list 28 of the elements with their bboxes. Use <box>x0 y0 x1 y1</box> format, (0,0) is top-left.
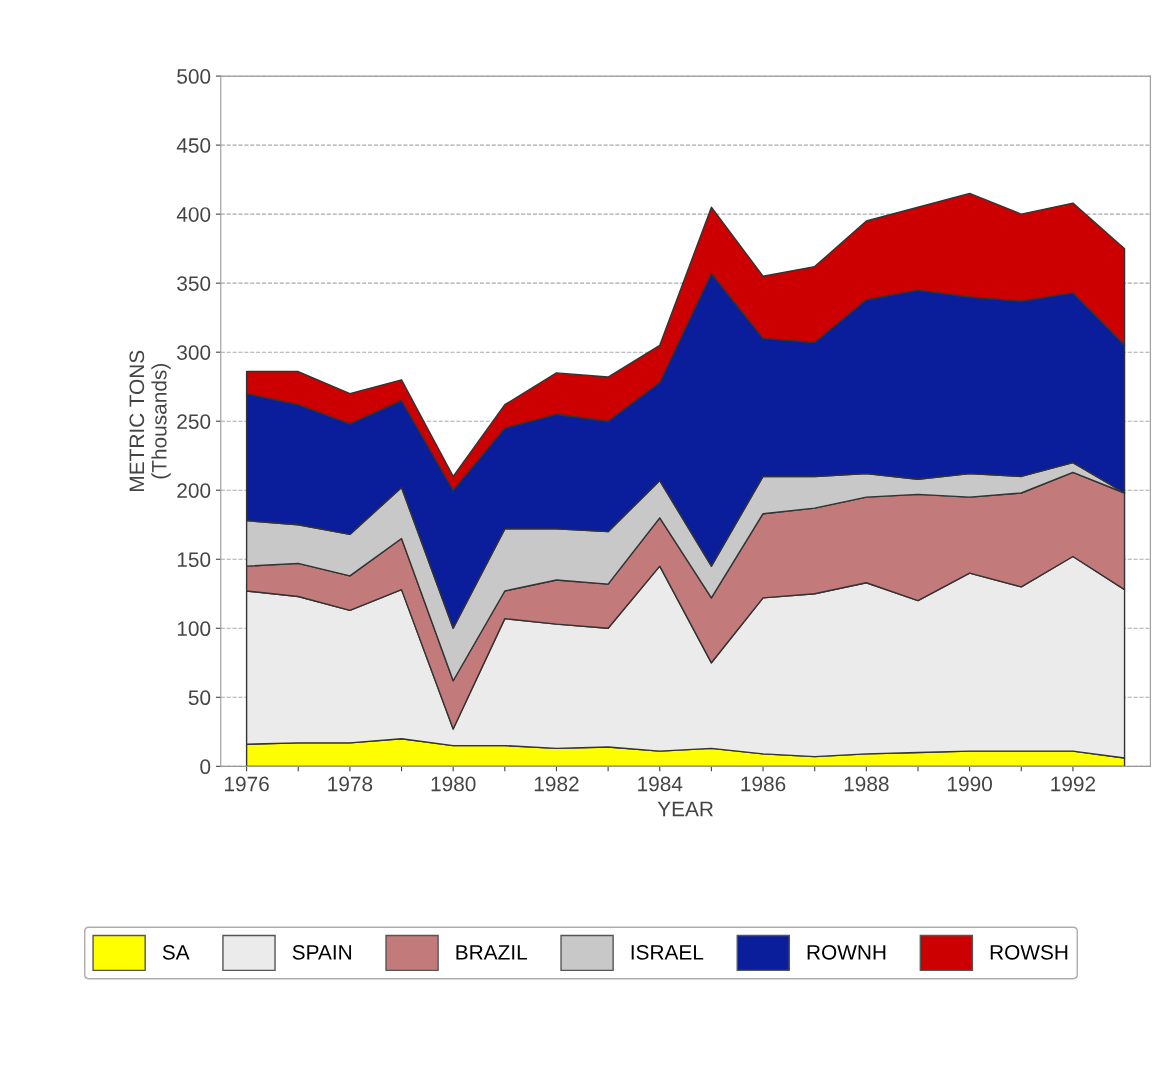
y-tick-label: 150 <box>177 552 211 568</box>
y-tick-label: 0 <box>200 759 211 775</box>
x-tick-label: 1986 <box>741 776 786 792</box>
legend-label: ROWNH <box>807 944 886 960</box>
y-tick-label: 400 <box>176 207 211 222</box>
legend-label: SPAIN <box>292 944 351 960</box>
y-tick-label: 500 <box>177 69 211 84</box>
x-tick-label: 1982 <box>534 776 579 792</box>
x-axis-title: YEAR <box>657 801 713 817</box>
x-tick-label: 1978 <box>328 776 373 792</box>
y-tick-label: 350 <box>177 276 211 291</box>
y-axis-title: METRIC TONS (Thousands) <box>129 350 171 491</box>
x-tick-label: 1990 <box>948 776 992 792</box>
y-tick-label: 450 <box>176 138 211 153</box>
x-tick-label: 1980 <box>431 776 476 792</box>
x-tick-label: 1988 <box>844 776 889 792</box>
legend-label: SA <box>162 944 190 960</box>
x-tick-label: 1976 <box>225 776 269 792</box>
y-tick-label: 100 <box>177 621 211 637</box>
legend-label: ROWSH <box>990 944 1068 960</box>
y-tick-label: 50 <box>188 690 211 706</box>
legend-label: ISRAEL <box>631 944 704 960</box>
x-tick-label: 1984 <box>638 776 683 792</box>
y-tick-label: 250 <box>177 414 211 429</box>
x-tick-label: 1992 <box>1051 776 1096 792</box>
legend-label: BRAZIL <box>456 945 528 960</box>
y-tick-label: 300 <box>177 345 211 360</box>
y-tick-label: 200 <box>177 483 211 498</box>
